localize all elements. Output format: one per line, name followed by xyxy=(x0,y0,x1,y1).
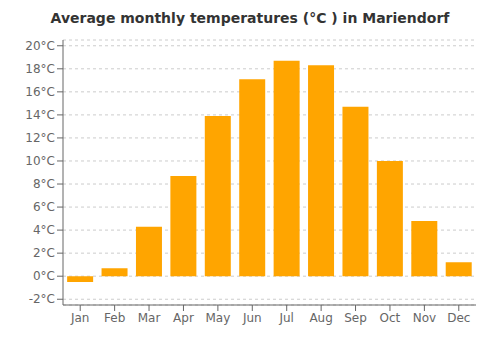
svg-text:14°C: 14°C xyxy=(25,108,55,122)
svg-text:Feb: Feb xyxy=(104,311,125,325)
svg-text:16°C: 16°C xyxy=(25,85,55,99)
svg-text:Mar: Mar xyxy=(138,311,161,325)
svg-text:Jun: Jun xyxy=(242,311,262,325)
svg-text:20°C: 20°C xyxy=(25,39,55,53)
svg-text:0°C: 0°C xyxy=(33,269,55,283)
html-text:Average monthly temperatures (: Average monthly temperatures (°C ) in Ma… xyxy=(50,10,450,26)
svg-text:-2°C: -2°C xyxy=(29,292,55,306)
svg-text:6°C: 6°C xyxy=(33,200,55,214)
svg-text:Jan: Jan xyxy=(70,311,90,325)
svg-text:Jul: Jul xyxy=(278,311,293,325)
svg-text:12°C: 12°C xyxy=(25,131,55,145)
svg-text:4°C: 4°C xyxy=(33,223,55,237)
svg-text:Dec: Dec xyxy=(447,311,470,325)
svg-text:May: May xyxy=(205,311,230,325)
svg-text:18°C: 18°C xyxy=(25,62,55,76)
svg-text:10°C: 10°C xyxy=(25,154,55,168)
svg-text:Apr: Apr xyxy=(173,311,194,325)
svg-text:Oct: Oct xyxy=(380,311,401,325)
svg-text:Sep: Sep xyxy=(344,311,367,325)
svg-text:8°C: 8°C xyxy=(33,177,55,191)
svg-text:Aug: Aug xyxy=(309,311,332,325)
svg-text:Nov: Nov xyxy=(413,311,436,325)
svg-text:2°C: 2°C xyxy=(33,246,55,260)
